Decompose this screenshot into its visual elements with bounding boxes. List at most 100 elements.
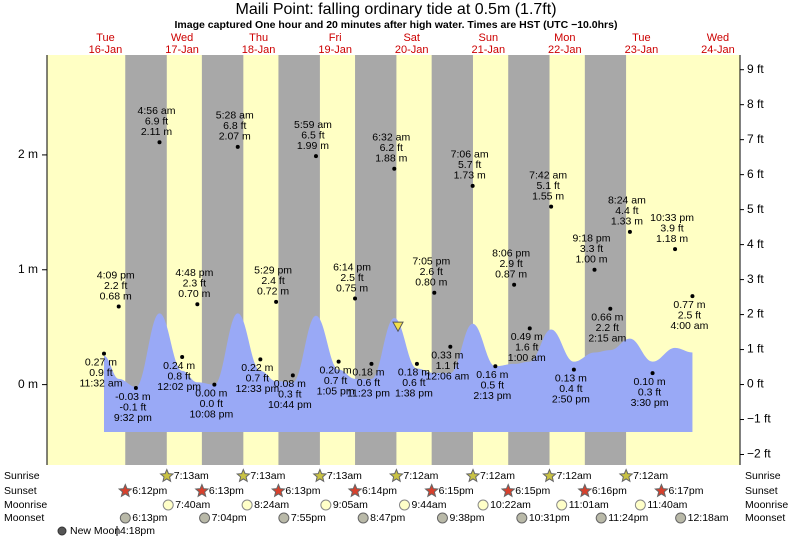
event-time: 7:12am (480, 470, 515, 482)
extreme-time: 9:32 pm (114, 412, 152, 424)
extreme-point (414, 361, 419, 366)
event-icon (618, 468, 634, 483)
row-label: Sunrise (4, 470, 40, 482)
extreme-ft: 3.9 ft (660, 222, 683, 234)
extreme-m: 0.70 m (178, 288, 210, 300)
y2-tick-label: 6 ft (747, 167, 764, 181)
day-name: Tue (96, 32, 115, 44)
extreme-point (527, 326, 532, 331)
extreme-ft: 0.7 ft (246, 373, 269, 385)
extreme-point (353, 296, 358, 301)
extreme-time: 4:09 pm (97, 269, 135, 281)
event-time: 6:13pm (209, 485, 244, 497)
extreme-ft: 2.4 ft (261, 275, 284, 287)
day-name: Sat (403, 32, 420, 44)
y2-tick-label: 9 ft (747, 62, 764, 76)
day-date: 24-Jan (701, 44, 735, 56)
extreme-m: 0.00 m (195, 387, 227, 399)
extreme-ft: 6.9 ft (145, 116, 168, 128)
event-time: 7:04pm (212, 512, 247, 524)
extreme-time: 2:50 pm (552, 393, 590, 405)
row-label: Moonset (745, 512, 785, 524)
extreme-ft: 0.7 ft (324, 375, 347, 387)
extreme-m: 0.66 m (591, 312, 623, 324)
extreme-point (180, 355, 185, 360)
event-icon (312, 468, 328, 483)
event-time: 12:18am (688, 512, 729, 524)
row-label: Sunset (4, 485, 37, 497)
event-icon (516, 512, 528, 524)
event-icon (159, 468, 175, 483)
extreme-m: 0.10 m (634, 376, 666, 388)
extreme-ft: 6.8 ft (223, 120, 246, 132)
day-date: 18-Jan (242, 44, 276, 56)
extreme-m: 0.24 m (163, 360, 195, 372)
extreme-m: 0.68 m (100, 290, 132, 302)
day-date: 21-Jan (471, 44, 505, 56)
event-icon (477, 499, 489, 511)
extreme-time: 5:29 pm (254, 265, 292, 277)
moon-phase-icon (57, 526, 67, 536)
day-date: 16-Jan (89, 44, 123, 56)
day-name: Sun (478, 32, 498, 44)
event-time: 9:44am (411, 499, 446, 511)
y-tick-label: 1 m (18, 262, 38, 276)
extreme-time: 5:28 am (216, 110, 254, 122)
day-name: Tue (632, 32, 651, 44)
event-time: 7:12am (557, 470, 592, 482)
extreme-m: 1.55 m (532, 190, 564, 202)
event-time: 6:13pm (285, 485, 320, 497)
event-icon (500, 483, 516, 498)
chart-title: Maili Point: falling ordinary tide at 0.… (235, 1, 556, 18)
extreme-ft: 6.5 ft (301, 129, 324, 141)
chart-subtitle: Image captured One hour and 20 minutes a… (175, 19, 618, 31)
extreme-m: 0.22 m (241, 362, 273, 374)
extreme-m: 0.75 m (336, 282, 368, 294)
row-label: Moonrise (4, 499, 47, 511)
event-time: 7:40am (175, 499, 210, 511)
extreme-point (116, 304, 121, 309)
y2-tick-label: 2 ft (747, 307, 764, 321)
extreme-time: 7:42 am (529, 169, 567, 181)
y2-tick-label: 7 ft (747, 132, 764, 146)
event-icon (634, 499, 646, 511)
y-tick-label: 2 m (18, 147, 38, 161)
event-icon (465, 468, 481, 483)
extreme-point (235, 144, 240, 149)
extreme-point (432, 290, 437, 295)
event-icon (241, 499, 253, 511)
extreme-m: 1.33 m (611, 216, 643, 228)
event-time: 11:24pm (608, 512, 648, 524)
event-icon (347, 483, 363, 498)
day-name: Thu (249, 32, 268, 44)
y2-tick-label: 4 ft (747, 237, 764, 251)
extreme-time: 8:24 am (608, 195, 646, 207)
extreme-m: 0.80 m (415, 277, 447, 289)
extreme-time: 11:23 pm (347, 388, 390, 400)
day-name: Mon (554, 32, 575, 44)
event-time: 7:55pm (291, 512, 326, 524)
row-label: Sunrise (745, 470, 781, 482)
event-icon (675, 512, 687, 524)
extreme-m: 0.13 m (555, 372, 587, 384)
event-icon (162, 499, 174, 511)
event-icon (278, 512, 290, 524)
row-label: Moonrise (745, 499, 788, 511)
extreme-m: 1.73 m (454, 170, 486, 182)
extreme-ft: 2.2 ft (596, 322, 619, 334)
extreme-time: 6:32 am (372, 131, 410, 143)
extreme-ft: 3.3 ft (580, 243, 603, 255)
extreme-time: 10:08 pm (189, 408, 233, 420)
event-icon (199, 512, 211, 524)
extreme-point (195, 302, 200, 307)
extreme-ft: 2.9 ft (499, 258, 522, 270)
event-icon (577, 483, 593, 498)
extreme-m: 0.08 m (274, 378, 306, 390)
extreme-point (650, 371, 655, 376)
moon-phase-time: 4:18pm (120, 525, 155, 537)
extreme-point (608, 306, 613, 311)
extreme-time: 12:02 pm (157, 381, 201, 393)
extreme-point (258, 357, 263, 362)
extreme-time: 5:59 am (294, 119, 332, 131)
